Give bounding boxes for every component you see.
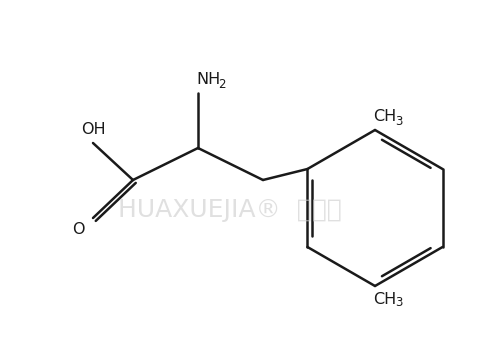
Text: 2: 2: [218, 78, 226, 91]
Text: 3: 3: [395, 115, 402, 128]
Text: 3: 3: [395, 296, 402, 309]
Text: HUAXUEJIA®  化学加: HUAXUEJIA® 化学加: [118, 198, 342, 222]
Text: CH: CH: [373, 109, 396, 124]
Text: O: O: [72, 222, 85, 237]
Text: CH: CH: [373, 292, 396, 307]
Text: OH: OH: [81, 122, 105, 137]
Text: NH: NH: [196, 72, 220, 87]
